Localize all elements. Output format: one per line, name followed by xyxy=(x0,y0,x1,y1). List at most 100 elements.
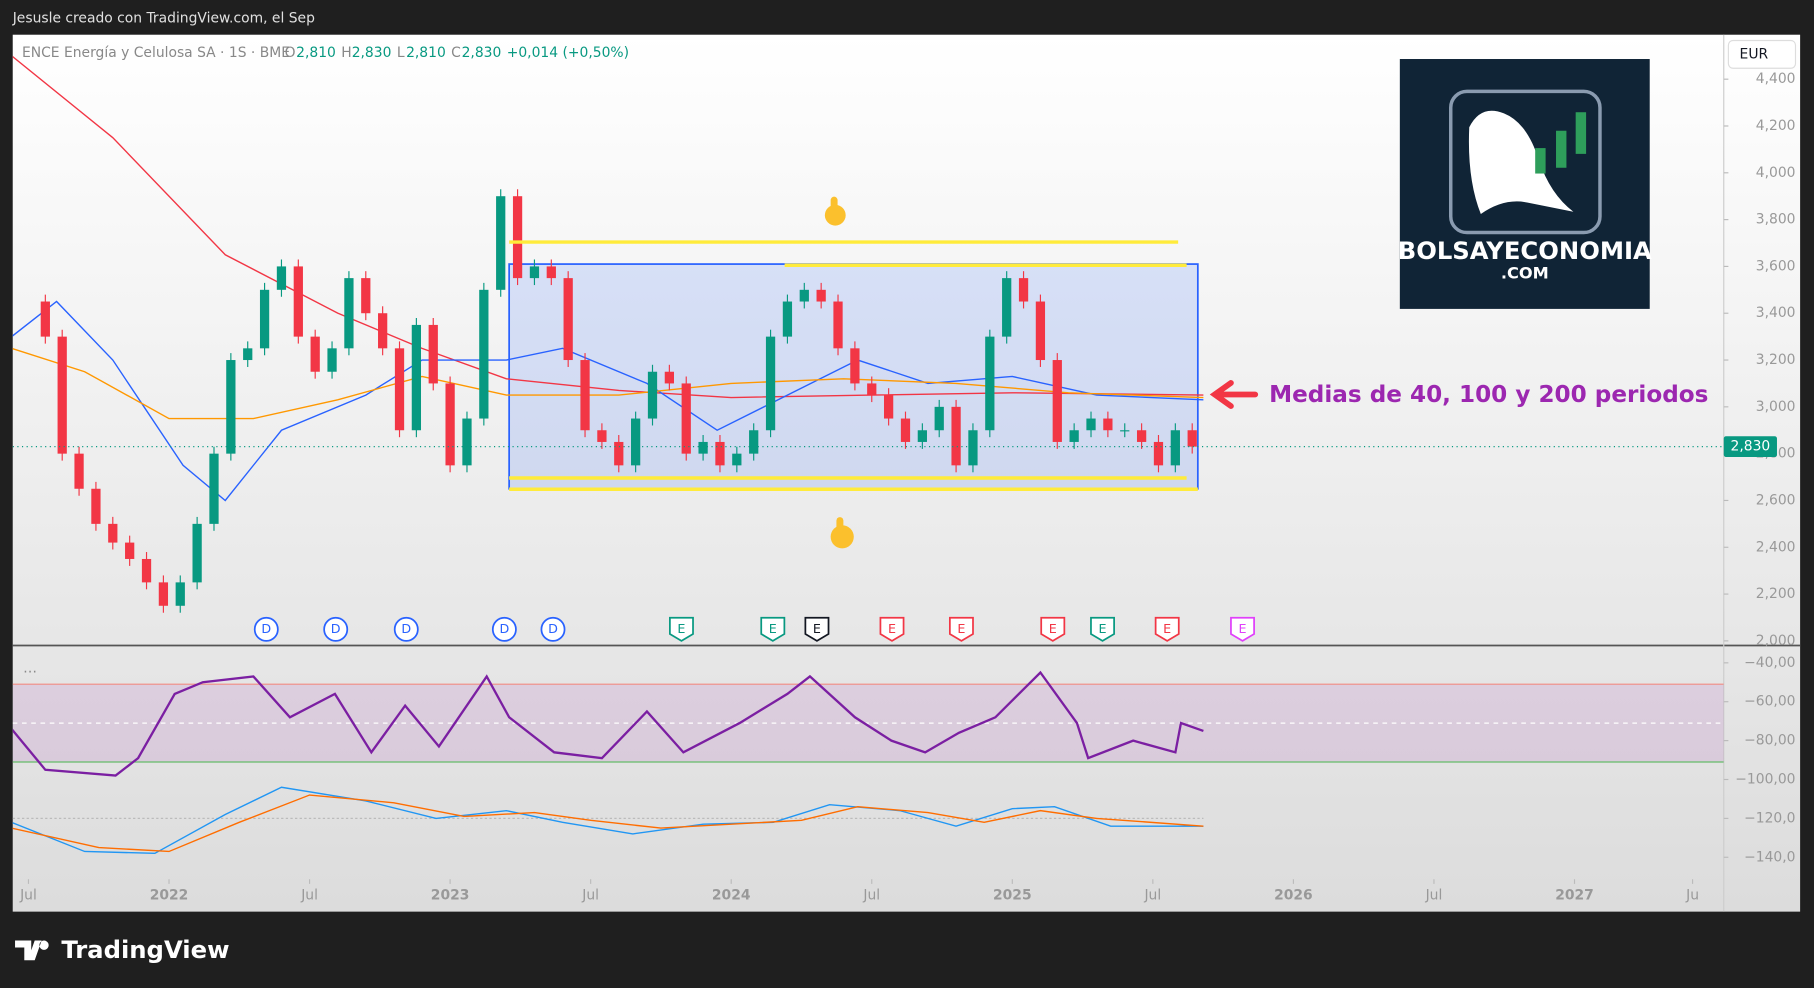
candle xyxy=(192,523,202,583)
ohlc-value: 2,810 xyxy=(406,45,446,61)
candle xyxy=(57,336,67,454)
candle xyxy=(1035,301,1046,361)
event-label: E xyxy=(957,621,965,636)
y-tick-label: 4,400 xyxy=(1756,71,1796,87)
candle xyxy=(850,348,860,384)
candle xyxy=(1187,430,1197,447)
annotation-arrow xyxy=(1209,380,1259,409)
event-label: E xyxy=(813,621,821,636)
ohlc-label: L xyxy=(397,45,405,61)
last-price-label: 2,830 xyxy=(1731,439,1771,455)
candle xyxy=(378,313,388,349)
candle xyxy=(125,542,135,559)
currency: EUR xyxy=(1740,46,1769,62)
candle xyxy=(361,278,371,314)
candle xyxy=(563,278,573,361)
legend-header: ENCE Energía y Celulosa SA · 1S · BME O … xyxy=(22,45,629,61)
candle xyxy=(74,453,84,489)
event-label: D xyxy=(261,621,271,636)
event-label: E xyxy=(1163,621,1171,636)
x-tick-label: 2026 xyxy=(1274,887,1313,903)
y-tick-label: 2,200 xyxy=(1756,586,1796,602)
y-tick-label: −60,00 xyxy=(1744,694,1795,710)
candle xyxy=(782,301,793,337)
event-marker xyxy=(253,616,279,642)
candle xyxy=(243,348,253,361)
logo-candle xyxy=(1575,112,1587,154)
candle xyxy=(1069,430,1079,442)
candle xyxy=(900,418,911,442)
macd-line xyxy=(12,786,1204,855)
candle xyxy=(327,348,337,372)
ohlc-value: 2,830 xyxy=(462,45,502,61)
candle xyxy=(816,289,826,302)
candle xyxy=(445,383,455,466)
y-tick-label: 3,200 xyxy=(1756,352,1796,368)
candle xyxy=(867,383,877,396)
logo-domain: .COM xyxy=(1501,264,1549,283)
y-tick-label: −40,00 xyxy=(1744,655,1795,671)
y-tick-label: 3,000 xyxy=(1756,399,1796,415)
logo: BOLSAYECONOMIA .COM xyxy=(1398,59,1652,309)
event-label: E xyxy=(1239,621,1247,636)
candle xyxy=(428,324,438,384)
candle xyxy=(681,383,691,454)
moving-average xyxy=(12,347,1204,420)
event-label: E xyxy=(1049,621,1057,636)
candle xyxy=(1170,430,1180,466)
candle xyxy=(310,336,320,372)
pointer-up xyxy=(824,196,846,226)
y-tick-label: 3,600 xyxy=(1756,258,1796,274)
ohlc-value: 2,810 xyxy=(296,45,336,61)
event-marker xyxy=(879,616,905,642)
candle xyxy=(1086,418,1096,431)
candle xyxy=(715,441,725,466)
candle xyxy=(614,441,624,466)
last-price-box xyxy=(1723,436,1777,458)
candle xyxy=(698,441,708,454)
y-tick-label: 3,800 xyxy=(1756,212,1796,228)
event-label: E xyxy=(1099,621,1107,636)
y-tick-label: 4,200 xyxy=(1756,118,1796,134)
candle xyxy=(951,406,961,466)
x-tick-label: Jul xyxy=(581,887,599,903)
logo-candle xyxy=(1556,130,1567,168)
event-marker xyxy=(491,616,517,642)
oscillator-pane xyxy=(12,670,1724,855)
event-marker xyxy=(804,616,830,642)
y-tick-label: 3,400 xyxy=(1756,305,1796,321)
x-tick-label: Jul xyxy=(862,887,880,903)
event-marker xyxy=(1230,616,1255,642)
event-marker xyxy=(1040,616,1066,642)
event-marker xyxy=(1090,616,1115,642)
candle xyxy=(479,289,489,419)
axes: 2,0002,2002,4002,6002,8003,0003,2003,400… xyxy=(19,71,1795,903)
x-tick-label: 2023 xyxy=(431,887,470,903)
candle xyxy=(512,196,523,279)
candle xyxy=(1153,441,1164,466)
candle xyxy=(833,301,843,349)
candle xyxy=(1120,430,1130,432)
x-tick-label: Jul xyxy=(1143,887,1161,903)
pane-menu[interactable]: … xyxy=(23,661,37,677)
y-tick-label: −140,0 xyxy=(1744,849,1795,865)
candle xyxy=(883,395,894,419)
event-label: E xyxy=(888,621,896,636)
event-label: D xyxy=(499,621,509,636)
candle xyxy=(141,558,152,583)
x-tick-label: 2025 xyxy=(993,887,1032,903)
candle xyxy=(799,289,809,302)
logo-bull xyxy=(1468,110,1574,215)
candle xyxy=(462,418,472,466)
currency-button[interactable] xyxy=(1727,39,1797,69)
candle xyxy=(529,266,540,279)
candle xyxy=(580,360,590,431)
candle xyxy=(647,371,658,419)
footer: TradingView xyxy=(61,935,229,964)
symbol: ENCE Energía y Celulosa SA · 1S · BME xyxy=(22,45,290,61)
footer-logo: TradingView xyxy=(15,935,230,964)
logo-name: BOLSAYECONOMIA xyxy=(1398,236,1652,265)
event-label: D xyxy=(331,621,341,636)
change: +0,014 (+0,50%) xyxy=(507,45,629,61)
